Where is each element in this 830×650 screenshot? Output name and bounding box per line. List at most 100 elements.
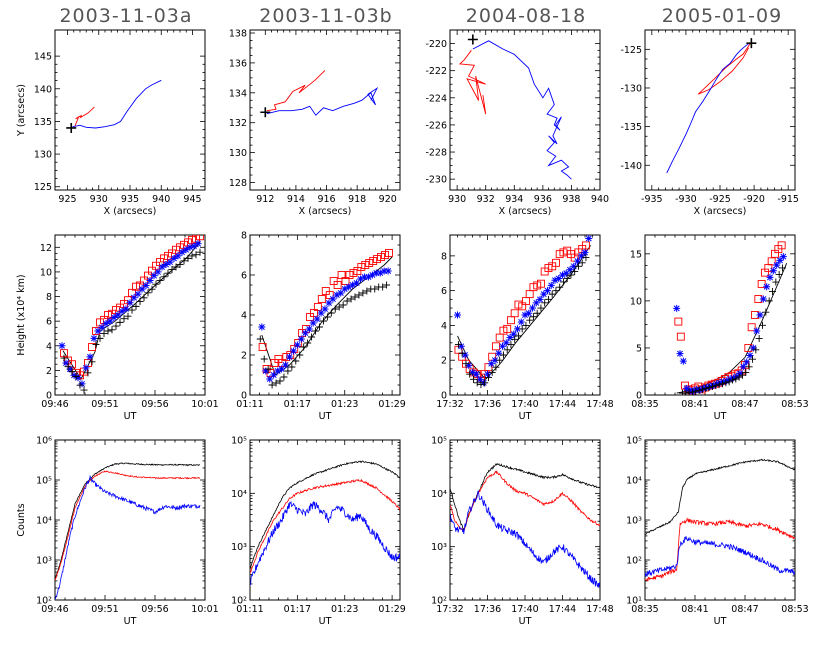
x-tick-label: 17:32: [436, 399, 463, 410]
data-point-star: [285, 353, 293, 361]
plot-frame: [644, 29, 796, 191]
series-line-black: [62, 242, 201, 380]
data-point-plus: [128, 306, 136, 314]
x-tick-label: 08:41: [681, 399, 708, 410]
data-point-plus: [72, 373, 80, 381]
data-point-square: [581, 241, 590, 250]
data-point-star: [98, 323, 106, 331]
y-tick-label: 10⁶: [36, 436, 52, 447]
data-point-plus: [769, 287, 776, 295]
series-layer: [260, 70, 379, 118]
data-point-square: [164, 251, 172, 260]
x-tick-label: 938: [562, 194, 580, 205]
data-point-star: [733, 372, 741, 380]
y-tick-label: -226: [425, 120, 447, 131]
data-point-square: [333, 281, 342, 289]
x-tick-label: 08:53: [781, 604, 808, 615]
x-tick-label: 01:23: [331, 399, 358, 410]
data-point-plus: [759, 321, 766, 329]
y-tick-label: 10²: [231, 596, 247, 607]
data-point-plus: [481, 379, 489, 387]
series-layer: [666, 38, 757, 174]
y-tick-label: 0: [441, 391, 447, 402]
data-point-plus: [148, 285, 156, 293]
data-point-star: [178, 248, 186, 256]
x-tick-label: 925: [58, 194, 76, 205]
data-point-star: [779, 253, 787, 261]
y-tick-label: 10¹: [626, 596, 642, 607]
data-point-plus: [96, 334, 104, 342]
data-point-plus: [548, 290, 556, 298]
x-tick-label: 17:48: [586, 604, 613, 615]
plot-frame: [449, 439, 601, 601]
data-point-plus: [492, 363, 500, 371]
data-point-square: [767, 257, 776, 266]
x-tick-label: 08:47: [731, 399, 758, 410]
y-tick-label: 0: [241, 391, 247, 402]
y-tick-label: 2: [441, 356, 447, 367]
data-point-plus: [715, 381, 723, 389]
panel-r1-c2: 912 914 916 918 920 128 130 132 134 136 138 X (arcs…: [229, 28, 401, 217]
y-tick-label: 4: [241, 311, 247, 322]
y-tick-label: 8: [441, 251, 447, 262]
data-point-plus: [578, 259, 586, 267]
x-tick-label: 935: [121, 194, 139, 205]
x-tick-label: 17:36: [474, 399, 501, 410]
data-point-plus: [343, 297, 351, 305]
column-title-4: 2005-01-09: [662, 5, 782, 27]
light-curve-black: [55, 462, 201, 580]
data-point-star: [693, 385, 701, 393]
x-tick-label: 17:40: [511, 604, 538, 615]
data-point-square: [503, 324, 512, 333]
series-layer: [454, 235, 593, 389]
data-point-star: [78, 380, 86, 388]
data-point-plus: [363, 287, 371, 295]
data-point-plus: [466, 370, 474, 378]
data-point-star: [357, 275, 365, 283]
data-point-plus: [762, 308, 770, 316]
y-tick-label: 10⁵: [626, 436, 642, 447]
x-tick-label: 936: [534, 194, 552, 205]
data-point-plus: [518, 325, 526, 333]
x-axis-title: UT: [319, 411, 332, 422]
data-point-star: [297, 335, 305, 343]
x-tick-label: 01:11: [236, 604, 263, 615]
data-point-plus: [574, 262, 582, 270]
y-tick-label: 6: [46, 317, 52, 328]
x-axis-title: X (arcsecs): [104, 206, 157, 217]
x-tick-label: 09:56: [141, 399, 168, 410]
data-point-plus: [454, 341, 462, 349]
data-point-star: [756, 311, 764, 319]
y-tick-label: 10²: [36, 596, 52, 607]
panel-r1-c4: -935 -930 -925 -920 -915 -125 -130 -135 -140 X (a…: [620, 29, 799, 217]
data-point-star: [194, 240, 202, 248]
data-point-plus: [280, 373, 288, 381]
data-point-plus: [136, 297, 144, 305]
data-point-plus: [315, 323, 323, 331]
panel-r1-c3: 930 932 934 936 938 940 -220 -222 -224 -226 -228 -2…: [425, 29, 609, 217]
y-axis-title: Height (x10⁴ km): [16, 274, 27, 355]
data-point-star: [258, 323, 266, 331]
data-point-plus: [692, 387, 700, 395]
data-point-star: [368, 271, 376, 279]
data-point-star: [673, 304, 681, 312]
series-line-red: [697, 43, 751, 95]
data-point-star: [570, 262, 578, 270]
data-point-plus: [331, 305, 339, 313]
data-point-square: [676, 332, 685, 341]
data-point-square: [313, 303, 322, 311]
plot-frame: [54, 29, 206, 191]
data-point-star: [90, 334, 98, 342]
data-point-plus: [563, 274, 571, 282]
data-point-square: [491, 342, 500, 351]
data-point-plus: [779, 264, 786, 272]
data-point-plus: [180, 257, 188, 265]
data-point-plus: [66, 122, 77, 133]
column-title-2: 2003-11-03b: [259, 5, 392, 27]
data-point-star: [726, 375, 734, 383]
x-tick-label: 08:41: [681, 604, 708, 615]
data-point-plus: [556, 283, 564, 291]
data-point-plus: [379, 283, 387, 291]
light-curve-blue: [250, 500, 400, 586]
